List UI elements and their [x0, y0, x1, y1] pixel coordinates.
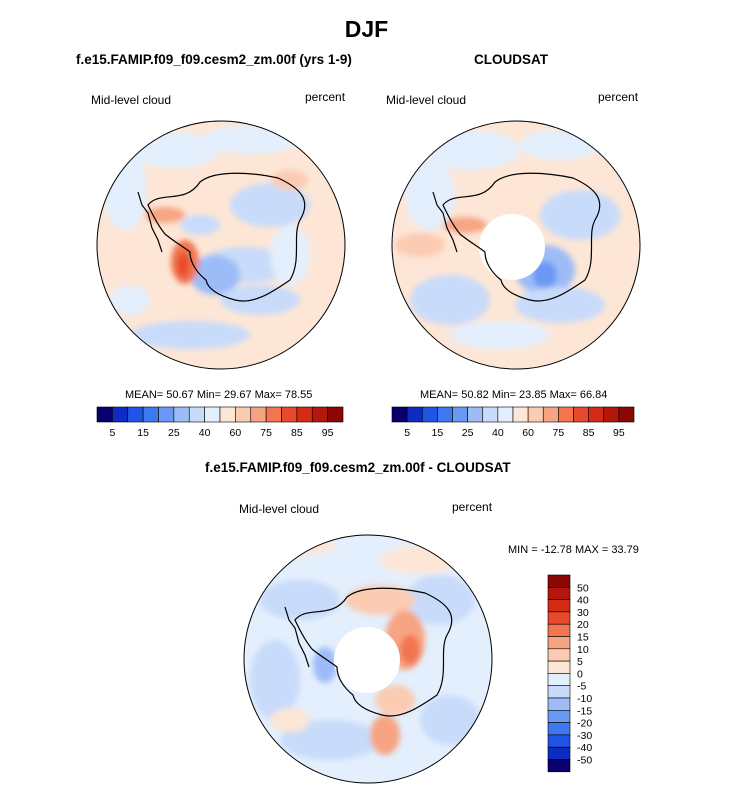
panel3-title: f.e15.FAMIP.f09_f09.cesm2_zm.00f - CLOUD… — [205, 460, 511, 475]
panel1-colorbar-tick-label: 60 — [230, 427, 242, 439]
panel1-colorbar-tick-label: 40 — [199, 427, 211, 439]
panel1-colorbar-box-4 — [158, 406, 175, 423]
panel3-colorbar-tick-label: 10 — [577, 644, 589, 656]
panel3-colorbar-tick-label: 20 — [577, 619, 589, 631]
panel2-colorbar-box-10 — [542, 406, 559, 423]
panel3-colorbar-tick-label: 40 — [577, 595, 589, 607]
panel2-colorbar-tick-label: 75 — [553, 427, 565, 439]
panel3-colorbar-box-6 — [547, 648, 571, 662]
panel3-units-label: percent — [452, 500, 493, 514]
panel2-colorbar-box-9 — [527, 406, 544, 423]
panel1-colorbar-box-0 — [96, 406, 113, 423]
panel2-colorbar-box-8 — [512, 406, 529, 423]
panel2-colorbar-box-5 — [467, 406, 484, 423]
panel1-colorbar-box-8 — [219, 406, 236, 423]
panel3-colorbar-tick-label: 0 — [577, 668, 583, 680]
panel3-colorbar-tick-label: 5 — [577, 656, 583, 668]
panel3-colorbar-box-14 — [547, 746, 571, 760]
panel2-colorbar-box-4 — [452, 406, 468, 423]
panel3-colorbar-box-1 — [547, 586, 571, 600]
panel1-colorbar-box-10 — [250, 406, 267, 423]
panel2-colorbar-box-14 — [603, 406, 620, 423]
panel2-colorbar-box-2 — [421, 406, 438, 423]
panel2-units-label: percent — [598, 90, 639, 104]
figure-title: DJF — [344, 16, 389, 42]
panel3-colorbar-box-8 — [547, 673, 571, 687]
panel2-colorbar-box-12 — [573, 406, 589, 423]
panel3-colorbar-tick-label: -5 — [577, 681, 586, 693]
panel2-colorbar-tick-label: 5 — [404, 427, 410, 439]
panel2-colorbar-tick-label: 25 — [462, 427, 474, 439]
panel1-map — [96, 120, 346, 370]
panel2-colorbar-tick-label: 95 — [613, 427, 625, 439]
panel2-title: CLOUDSAT — [474, 52, 548, 67]
panel2-colorbar-tick-label: 85 — [583, 427, 595, 439]
panel1-stats: MEAN= 50.67 Min= 29.67 Max= 78.55 — [125, 389, 313, 401]
panel3-colorbar-box-2 — [547, 599, 571, 613]
panel1-colorbar-box-15 — [327, 406, 344, 423]
panel2-stats: MEAN= 50.82 Min= 23.85 Max= 66.84 — [420, 389, 608, 401]
panel1-colorbar-tick-label: 95 — [322, 427, 334, 439]
panel1-colorbar-box-9 — [235, 406, 252, 423]
panel2-colorbar-tick-label: 60 — [522, 427, 534, 439]
panel1-colorbar-box-12 — [281, 406, 298, 423]
panel2-colorbar: 5 15 25 40 60 75 85 95 — [391, 406, 635, 439]
panel1-colorbar-box-1 — [112, 406, 129, 423]
panel3-variable-label: Mid-level cloud — [239, 502, 320, 516]
panel3-colorbar-tick-label: -50 — [577, 755, 592, 767]
panel3-colorbar-box-4 — [547, 623, 571, 637]
panel2-variable-label: Mid-level cloud — [386, 93, 467, 107]
panel3-stats: MIN = -12.78 MAX = 33.79 — [508, 544, 639, 556]
panel2-colorbar-box-0 — [391, 406, 408, 423]
panel1-colorbar-box-11 — [265, 406, 282, 423]
panel1-title: f.e15.FAMIP.f09_f09.cesm2_zm.00f (yrs 1-… — [76, 52, 352, 67]
panel1-colorbar-tick-label: 85 — [291, 427, 303, 439]
panel3-colorbar-tick-label: 50 — [577, 582, 589, 594]
panel2-colorbar-box-7 — [497, 406, 514, 423]
panel3-colorbar-box-15 — [547, 759, 571, 773]
panel1-colorbar-box-14 — [311, 406, 328, 423]
panel3-colorbar-box-7 — [547, 660, 571, 674]
panel1-colorbar-box-13 — [296, 406, 313, 423]
panel3-colorbar-tick-label: -15 — [577, 705, 592, 717]
panel3-colorbar-box-0 — [547, 574, 571, 588]
panel1-colorbar-tick-label: 15 — [137, 427, 149, 439]
panel1-colorbar-tick-label: 5 — [109, 427, 115, 439]
panel3-colorbar-tick-label: 30 — [577, 607, 589, 619]
panel1-colorbar-box-7 — [204, 406, 221, 423]
panel3-colorbar-tick-label: -10 — [577, 693, 592, 705]
panel3-colorbar-tick-label: -30 — [577, 730, 592, 742]
panel1-colorbar: 5 15 25 40 60 75 85 95 — [96, 406, 344, 439]
panel2-colorbar-box-6 — [482, 406, 499, 423]
panel2-colorbar-box-1 — [406, 406, 423, 423]
panel2-colorbar-tick-label: 40 — [492, 427, 504, 439]
panel1-colorbar-box-3 — [142, 406, 159, 423]
panel1-colorbar-tick-label: 25 — [168, 427, 180, 439]
panel3-map — [243, 534, 493, 784]
panel3-colorbar-tick-label: -20 — [577, 718, 592, 730]
panel3-colorbar-box-11 — [547, 709, 571, 723]
panel1-colorbar-tick-label: 75 — [260, 427, 272, 439]
panel2-colorbar-box-3 — [437, 406, 453, 423]
panel1-colorbar-box-5 — [173, 406, 190, 423]
panel3-colorbar-box-3 — [547, 611, 571, 625]
panel1-units-label: percent — [305, 90, 346, 104]
panel2-colorbar-box-15 — [618, 406, 635, 423]
panel3-colorbar-box-5 — [547, 636, 571, 650]
panel1-variable-label: Mid-level cloud — [91, 93, 172, 107]
panel3-colorbar-tick-label: -40 — [577, 742, 592, 754]
panel3-colorbar-box-12 — [547, 722, 571, 736]
panel2-colorbar-box-11 — [558, 406, 574, 423]
panel1-colorbar-box-6 — [188, 406, 205, 423]
panel2-map — [391, 120, 641, 370]
panel3-colorbar-box-13 — [547, 734, 571, 748]
panel2-colorbar-box-13 — [588, 406, 605, 423]
panel3-colorbar-box-9 — [547, 685, 571, 699]
panel1-colorbar-box-2 — [127, 406, 144, 423]
panel3-colorbar-box-10 — [547, 697, 571, 711]
panel2-colorbar-tick-label: 15 — [432, 427, 444, 439]
panel3-colorbar-tick-label: 15 — [577, 632, 589, 644]
